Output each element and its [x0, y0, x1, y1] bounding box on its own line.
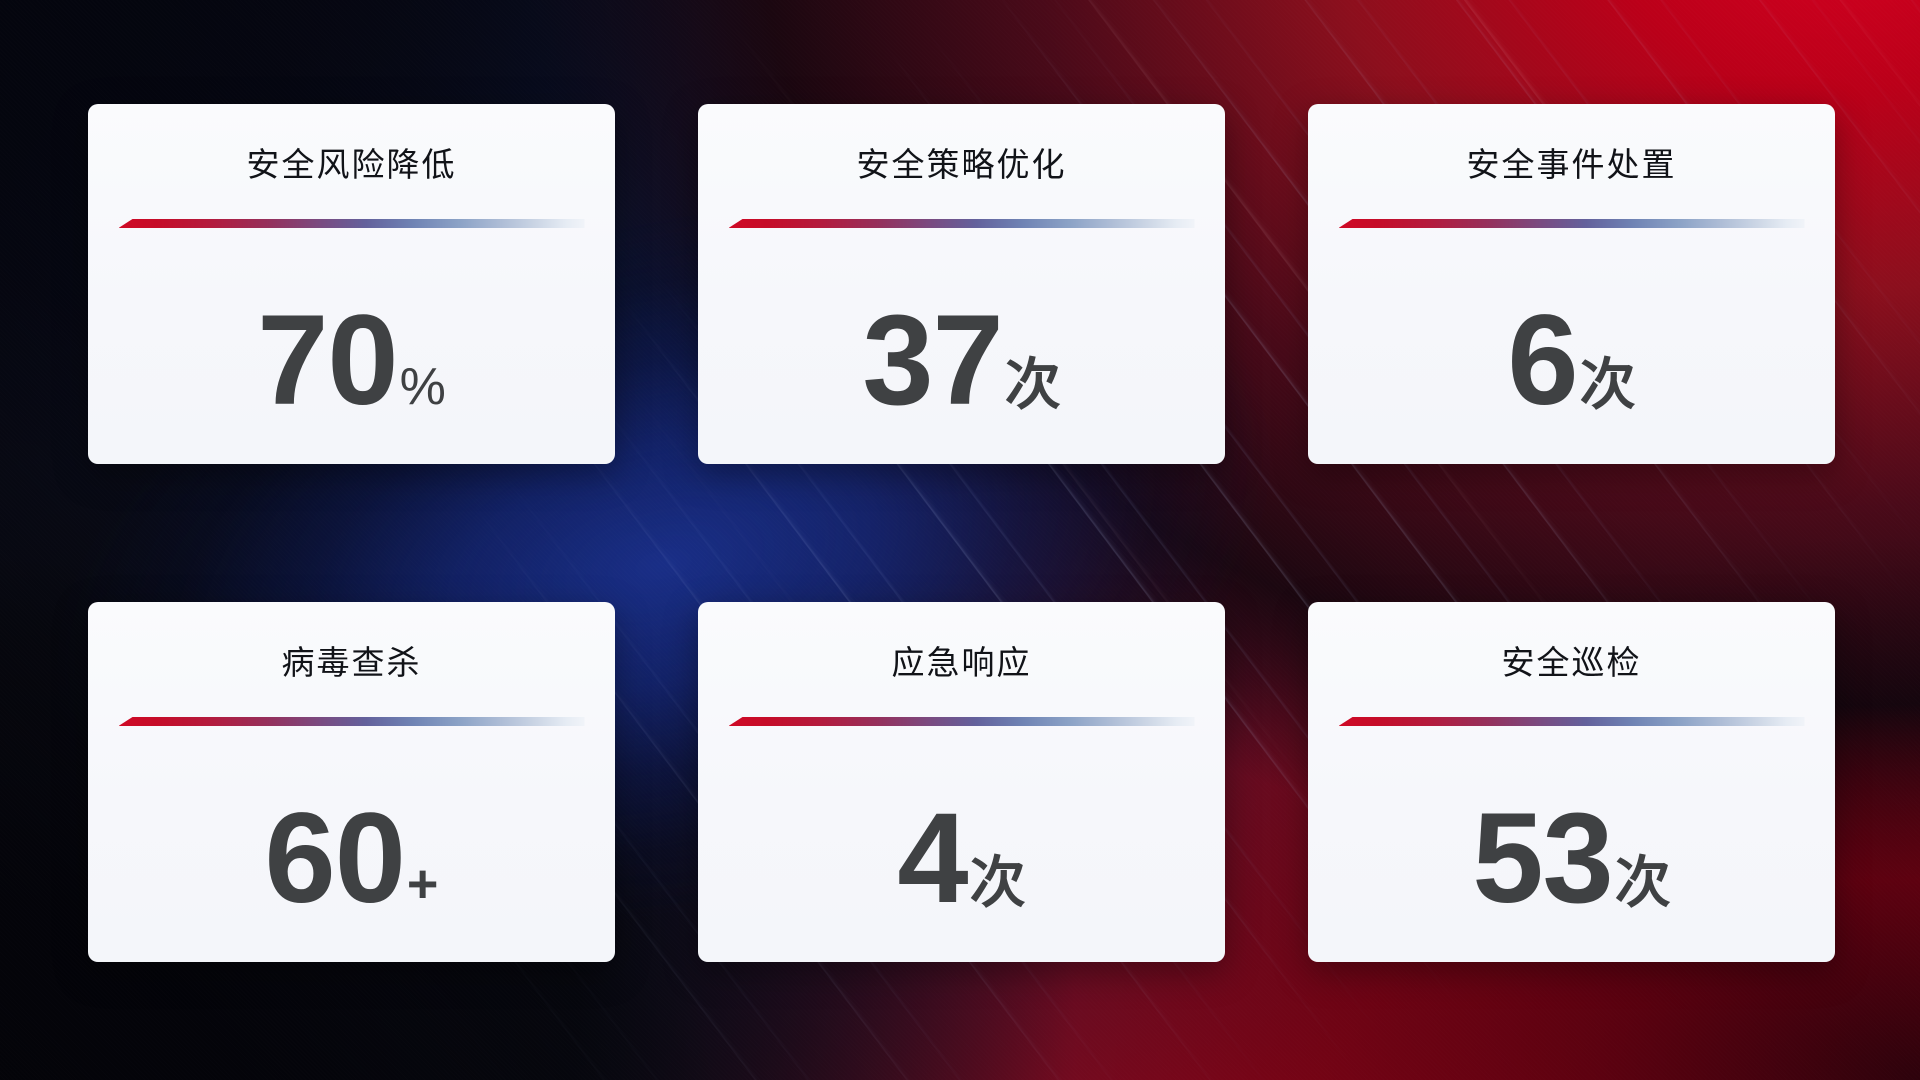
metric-card-divider — [728, 219, 1195, 228]
metric-card[interactable]: 安全风险降低 70 % — [88, 104, 615, 464]
metric-card-divider — [728, 717, 1195, 726]
metric-card-grid: 安全风险降低 70 % 安全策略优化 37 次 安全事件处置 — [88, 104, 1838, 962]
metric-card[interactable]: 病毒查杀 60 + — [88, 602, 615, 962]
metric-card-number: 60 — [264, 786, 406, 930]
metric-card-divider-bar — [1338, 219, 1805, 228]
metric-card[interactable]: 安全策略优化 37 次 — [698, 104, 1225, 464]
metric-card-unit: % — [399, 357, 446, 416]
metric-card-unit: 次 — [1614, 850, 1671, 914]
metric-card-unit: 次 — [1004, 352, 1061, 416]
metric-card-value: 53 次 — [1472, 786, 1671, 930]
metric-card-divider-bar — [118, 219, 585, 228]
metric-card-number: 37 — [862, 288, 1003, 432]
metric-card-divider-bar — [118, 717, 585, 726]
metric-card-value: 6 次 — [1507, 288, 1636, 432]
metric-card-title: 安全事件处置 — [1466, 146, 1677, 183]
metric-card-title: 安全策略优化 — [856, 146, 1067, 183]
metric-card-divider-bar — [728, 717, 1195, 726]
metric-card-divider — [118, 717, 585, 726]
metric-card-value: 4 次 — [897, 786, 1026, 930]
metric-card-number: 53 — [1472, 786, 1613, 930]
metric-card-title: 安全风险降低 — [246, 146, 457, 183]
metric-card[interactable]: 安全事件处置 6 次 — [1308, 104, 1835, 464]
metric-card-divider-bar — [1338, 717, 1805, 726]
metric-card-divider — [1338, 717, 1805, 726]
metric-card-number: 6 — [1507, 288, 1578, 432]
metric-card-divider — [118, 219, 585, 228]
metric-card-unit: 次 — [969, 850, 1026, 914]
metric-card-title: 应急响应 — [891, 644, 1032, 681]
metric-card-divider — [1338, 219, 1805, 228]
metric-card-unit: + — [406, 853, 439, 914]
metric-card-divider-bar — [728, 219, 1195, 228]
metric-card-value: 37 次 — [862, 288, 1061, 432]
metric-card-value: 60 + — [264, 786, 439, 930]
metric-card-value: 70 % — [257, 288, 446, 432]
metric-card[interactable]: 安全巡检 53 次 — [1308, 602, 1835, 962]
metric-card-number: 4 — [897, 786, 968, 930]
metric-card-unit: 次 — [1579, 352, 1636, 416]
metric-card-title: 病毒查杀 — [281, 644, 422, 681]
metric-card-number: 70 — [257, 288, 398, 432]
metric-card-title: 安全巡检 — [1501, 644, 1642, 681]
metric-card[interactable]: 应急响应 4 次 — [698, 602, 1225, 962]
